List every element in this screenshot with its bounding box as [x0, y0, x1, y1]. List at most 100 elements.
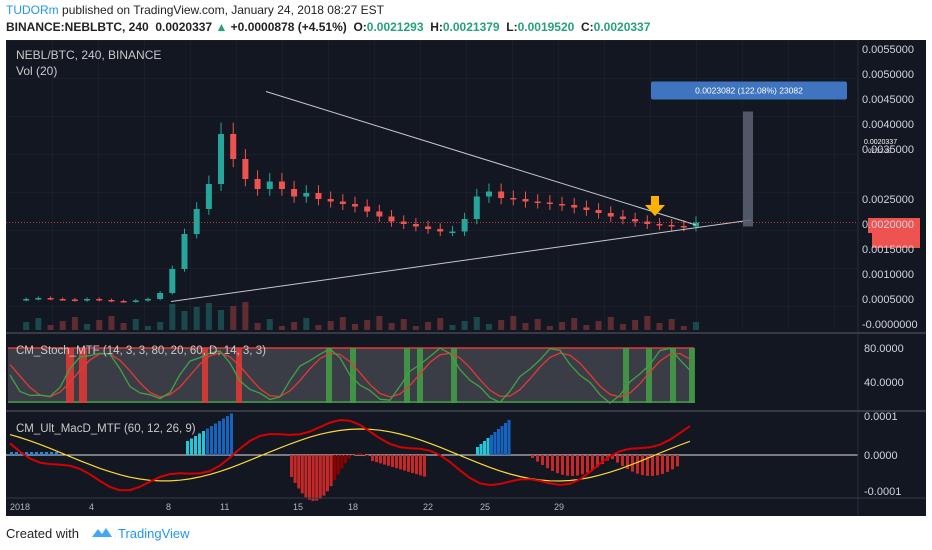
macd-histogram-bar [656, 455, 659, 476]
volume-bar [680, 326, 687, 330]
volume-bar [181, 311, 188, 330]
macd-histogram-bar [407, 455, 410, 472]
macd-histogram-bar [616, 455, 619, 463]
candle-body [266, 181, 273, 189]
volume-label: Vol (20) [16, 64, 58, 78]
candle-body [364, 206, 371, 212]
tradingview-link[interactable]: TradingView [118, 526, 190, 541]
candle-body [583, 207, 590, 210]
candle-body [522, 199, 529, 202]
macd-histogram-bar [365, 455, 369, 457]
volume-bar [205, 303, 212, 330]
volume-bar [352, 324, 358, 330]
price-tick-label: 0.0005000 [862, 294, 914, 306]
macd-histogram-bar [25, 452, 28, 455]
macd-histogram-bar [304, 455, 308, 498]
candle-body [205, 184, 212, 209]
macd-histogram-bar [379, 455, 382, 464]
volume-bar [485, 324, 492, 330]
macd-histogram-bar [626, 455, 629, 470]
stoch-signal-bar [79, 348, 87, 403]
macd-histogram-bar [581, 455, 584, 475]
chart-area[interactable]: 0.0023082 (122.08%) 23082 0.0020337 02:32:… [6, 40, 926, 516]
macd-histogram-bar [561, 455, 564, 475]
price-tick-label: 0.0020000 [862, 219, 914, 231]
volume-bar [583, 325, 590, 330]
volume-bar [595, 321, 602, 330]
volume-bar [35, 318, 42, 330]
candle-body [254, 179, 261, 189]
low-value: 0.0019520 [517, 20, 575, 34]
candle-body [71, 299, 78, 301]
macd-histogram-bar [576, 455, 579, 476]
macd-histogram-bar [631, 455, 634, 472]
macd-histogram-bar [186, 441, 189, 455]
macd-histogram-bar [676, 455, 679, 467]
macd-histogram-bar [206, 428, 209, 455]
candle-body [546, 202, 553, 204]
chart-canvas[interactable]: 0.0023082 (122.08%) 23082 0.0020337 02:32:… [6, 40, 926, 516]
candle-body [291, 189, 298, 197]
ascending-trendline [170, 219, 752, 302]
macd-histogram-bar [497, 429, 500, 455]
macd-histogram-bar [371, 455, 374, 461]
price-tick-label: 0.0010000 [862, 269, 914, 281]
volume-bar [632, 320, 639, 330]
candle-body [644, 221, 651, 224]
price-tick-label: 0.0045000 [862, 94, 914, 106]
candle-body [461, 219, 468, 232]
macd-histogram-bar [651, 455, 654, 476]
volume-bar [522, 323, 529, 330]
candle-body [449, 231, 456, 233]
candle-body [218, 134, 225, 184]
volume-bar [254, 323, 261, 330]
volume-bar [291, 322, 298, 330]
measure-label-box [651, 81, 847, 100]
macd-histogram-bar [601, 455, 604, 465]
volume-bar [607, 317, 614, 330]
candle-body [412, 224, 419, 227]
candle-body [169, 269, 176, 293]
macd-histogram-bar [636, 455, 639, 474]
time-tick-label: 15 [293, 502, 303, 512]
candle-body [120, 301, 127, 303]
stoch-signal-bar [623, 348, 629, 403]
stoch-d-line [9, 352, 691, 398]
macd-histogram-bar [10, 452, 13, 455]
macd-histogram-bar [198, 433, 201, 455]
candle-body [59, 299, 66, 301]
symbol-line: BINANCE:NEBLBTC, 240 0.0020337 ▲ +0.0000… [6, 20, 650, 34]
price-tick-label: 0.0055000 [862, 44, 914, 56]
time-tick-label: 4 [89, 502, 94, 512]
candle-body [632, 219, 639, 222]
price-tick-label: -0.0000000 [862, 319, 918, 331]
macd-histogram-bar [507, 420, 511, 455]
volume-bar [242, 302, 249, 330]
price-small-label: 0.0020337 [864, 139, 897, 146]
candle-body [108, 300, 115, 302]
candle-body [473, 196, 480, 219]
macd-histogram-bar [596, 455, 599, 468]
time-tick-label: 29 [554, 502, 564, 512]
author-link[interactable]: TUDORm [6, 3, 59, 17]
volume-bar [425, 322, 432, 330]
macd-histogram-bar [344, 455, 347, 464]
close-value: 0.0020337 [593, 20, 651, 34]
candle-body [571, 205, 578, 208]
stoch-signal-bar [689, 348, 695, 403]
macd-histogram-bar [551, 455, 554, 471]
up-arrow-icon [645, 196, 665, 216]
tradingview-logo-icon[interactable] [90, 525, 114, 541]
candle-body [656, 224, 663, 226]
candle-body [23, 299, 30, 301]
macd-histogram-bar [190, 438, 193, 455]
macd-histogram-bar [351, 455, 355, 456]
volume-bar [437, 318, 444, 330]
macd-histogram-bar [362, 453, 365, 455]
macd-histogram-bar [490, 435, 493, 455]
volume-bar [59, 321, 66, 330]
macd-histogram-bar [336, 455, 340, 475]
macd-signal-line [9, 428, 691, 482]
volume-bar [412, 326, 419, 330]
volume-bar [546, 326, 553, 330]
